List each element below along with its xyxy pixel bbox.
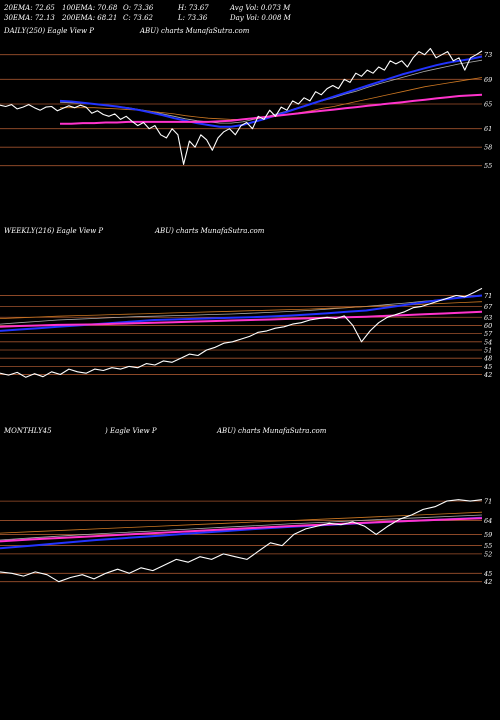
monthly-panel-label: MONTHLY45 — [4, 427, 52, 435]
daily-y-tick-label: 69 — [484, 76, 492, 84]
monthly-y-tick-label: 64 — [484, 517, 492, 525]
weekly-y-tick-label: 57 — [484, 330, 493, 338]
monthly-panel-source: ABU) charts MunafaSutra.com — [217, 427, 327, 435]
weekly-price-line — [0, 287, 483, 378]
monthly-y-tick-label: 52 — [484, 550, 492, 558]
weekly-y-tick-label: 71 — [484, 292, 492, 300]
weekly-y-tick-label: 48 — [483, 355, 492, 363]
weekly-y-tick-label: 60 — [484, 322, 492, 330]
stat-high: H: 73.67 — [178, 4, 209, 12]
daily-panel-label: DAILY(250) Eagle View P — [4, 27, 94, 35]
monthly-y-tick-label: 59 — [484, 531, 492, 539]
monthly-gray-ema-line — [0, 514, 483, 541]
daily-magenta-ema-line — [60, 93, 483, 125]
daily-y-tick-label: 65 — [484, 101, 492, 109]
weekly-y-tick-label: 67 — [484, 303, 493, 311]
daily-y-tick-label: 58 — [484, 144, 492, 152]
stat-30ema: 30EMA: 72.13 — [4, 14, 55, 22]
indicator-stats: 20EMA: 72.65 100EMA: 70.68 O: 73.36 H: 73.6… — [4, 3, 291, 23]
stat-low: L: 73.36 — [178, 14, 208, 22]
weekly-y-tick-label: 45 — [483, 363, 492, 371]
daily-panel-source: ABU) charts MunafaSutra.com — [140, 27, 250, 35]
daily-orange-ema-line — [60, 77, 483, 120]
monthly-magenta-ema-line — [0, 517, 483, 543]
weekly-panel-source: ABU) charts MunafaSutra.com — [155, 227, 265, 235]
daily-y-tick-label: 73 — [484, 51, 492, 59]
stat-20ema: 20EMA: 72.65 — [4, 4, 55, 12]
weekly-y-tick-label: 42 — [483, 371, 492, 379]
stat-200ema: 200EMA: 68.21 — [62, 14, 118, 22]
weekly-panel-label: WEEKLY(216) Eagle View P — [4, 227, 104, 235]
stat-close: C: 73.62 — [123, 14, 153, 22]
stats-row-2: 30EMA: 72.13 200EMA: 68.21 C: 73.62 L: 73.3… — [4, 13, 291, 23]
weekly-magenta-ema-line — [0, 310, 483, 328]
monthly-y-tick-label: 71 — [484, 498, 492, 506]
monthly-orange-ema-line — [0, 511, 483, 534]
daily-y-tick-label: 61 — [484, 125, 492, 133]
weekly-y-tick-label: 54 — [484, 338, 492, 346]
stats-row-1: 20EMA: 72.65 100EMA: 70.68 O: 73.36 H: 73.6… — [4, 3, 291, 13]
stat-day-vol: Day Vol: 0.008 M — [230, 14, 291, 22]
weekly-y-tick-label: 63 — [484, 314, 492, 322]
monthly-y-tick-label: 45 — [483, 570, 492, 578]
daily-y-tick-label: 55 — [484, 162, 492, 170]
monthly-panel-mid: ) Eagle View P — [105, 427, 157, 435]
monthly-y-tick-label: 55 — [484, 542, 492, 550]
daily-chart: 73 69 65 61 58 55 — [0, 47, 492, 170]
daily-price-line — [0, 47, 483, 165]
monthly-y-tick-label: 42 — [483, 578, 492, 586]
weekly-y-tick-label: 51 — [484, 347, 492, 355]
stat-avg-vol: Avg Vol: 0.073 M — [230, 4, 291, 12]
weekly-gray-ema-line — [0, 295, 483, 325]
monthly-price-line — [0, 499, 483, 583]
stat-open: O: 73.36 — [123, 4, 154, 12]
stat-100ema: 100EMA: 70.68 — [62, 4, 118, 12]
